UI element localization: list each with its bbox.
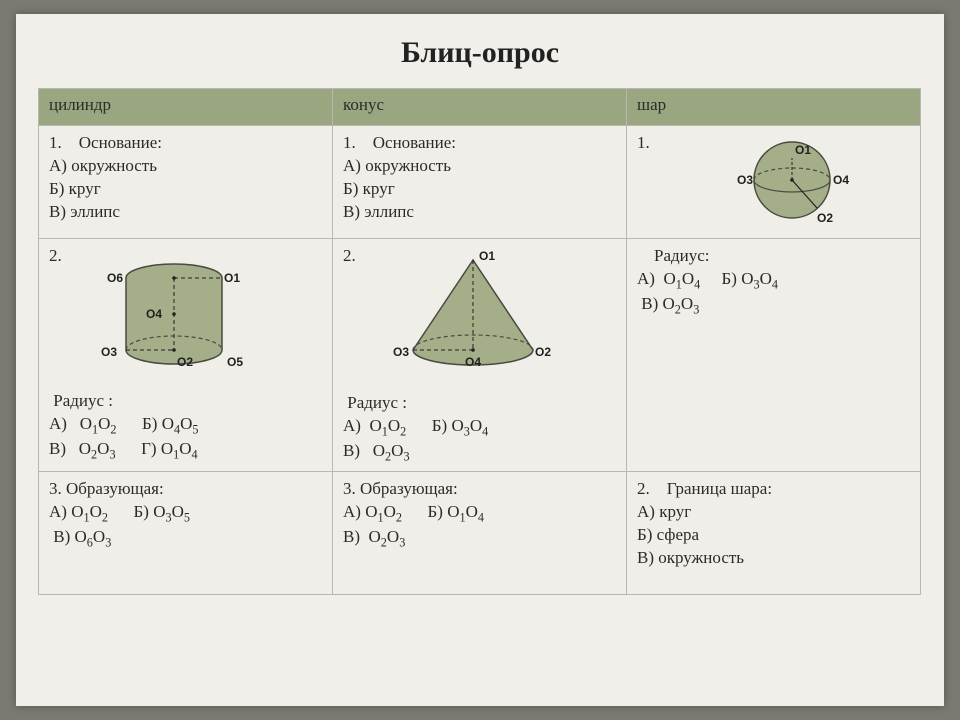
label-o6: О6 xyxy=(107,270,123,286)
cell-r2-c2: 2. О1 О3 О4 О2 xyxy=(333,239,627,472)
header-sphere: шар xyxy=(627,89,921,126)
label-o4: О4 xyxy=(833,172,849,188)
label-o4: О4 xyxy=(146,306,162,322)
question: Граница шара: xyxy=(667,479,772,498)
header-cone: конус xyxy=(333,89,627,126)
option-label: В) xyxy=(343,527,360,546)
option-label: А) xyxy=(343,502,361,521)
option: В) эллипс xyxy=(49,202,120,221)
option-label: Б) xyxy=(142,414,157,433)
label-o1: О1 xyxy=(224,270,240,286)
option: А) окружность xyxy=(49,156,157,175)
option-label: Б) xyxy=(134,502,149,521)
cone-diagram: О1 О3 О4 О2 xyxy=(373,246,573,376)
q-number: 2. xyxy=(343,246,356,265)
label-o1: О1 xyxy=(479,248,495,264)
option-label: В) xyxy=(53,527,70,546)
label-o2: О2 xyxy=(177,354,193,370)
question: Радиус : xyxy=(347,393,407,412)
option-label: В) xyxy=(641,294,658,313)
question: Радиус: xyxy=(654,246,710,265)
cylinder-diagram: О6 О1 О4 О3 О2 О5 xyxy=(79,250,279,380)
option-value: О1О2 xyxy=(369,416,406,435)
sphere-diagram: О1 О3 О4 О2 xyxy=(727,130,857,230)
cell-r2-c1: 2. xyxy=(39,239,333,472)
question: Основание: xyxy=(79,133,162,152)
cell-r1-c1: 1. Основание: А) окружность Б) круг В) э… xyxy=(39,126,333,239)
option-label: А) xyxy=(343,416,361,435)
label-o4: О4 xyxy=(465,354,481,370)
option-value: О4О5 xyxy=(162,414,199,433)
page: Блиц-опрос цилиндр конус шар 1. Основани… xyxy=(16,14,944,706)
option: Б) круг xyxy=(343,179,395,198)
label-o2: О2 xyxy=(535,344,551,360)
table-row: 1. Основание: А) окружность Б) круг В) э… xyxy=(39,126,921,239)
header-cylinder: цилиндр xyxy=(39,89,333,126)
option: Б) сфера xyxy=(637,525,699,544)
label-o5: О5 xyxy=(227,354,243,370)
table-header-row: цилиндр конус шар xyxy=(39,89,921,126)
q-number: 2. xyxy=(637,479,650,498)
page-title: Блиц-опрос xyxy=(16,14,944,88)
label-o3: О3 xyxy=(393,344,409,360)
cell-r1-c3: 1. О1 О3 О4 xyxy=(627,126,921,239)
option-label: Г) xyxy=(141,439,157,458)
option: В) окружность xyxy=(637,548,744,567)
option-label: В) xyxy=(49,439,66,458)
question: Образующая: xyxy=(66,479,164,498)
q-number: 3. xyxy=(343,479,356,498)
option-value: О1О4 xyxy=(663,269,700,288)
option-value: О1О2 xyxy=(80,414,117,433)
option-value: О3О5 xyxy=(153,502,190,521)
option-label: Б) xyxy=(428,502,443,521)
option-value: О3О4 xyxy=(741,269,778,288)
quiz-table: цилиндр конус шар 1. Основание: А) окруж… xyxy=(38,88,921,595)
cell-r2-c3: Радиус: А) О1О4 Б) О3О4 В) О2О3 xyxy=(627,239,921,472)
table-row: 2. xyxy=(39,239,921,472)
label-o2: О2 xyxy=(817,210,833,226)
option-value: О3О4 xyxy=(451,416,488,435)
option-value: О1О2 xyxy=(365,502,402,521)
option-label: А) xyxy=(49,502,67,521)
label-o3: О3 xyxy=(101,344,117,360)
label-o3: О3 xyxy=(737,172,753,188)
option-value: О2О3 xyxy=(663,294,700,313)
option: Б) круг xyxy=(49,179,101,198)
question: Основание: xyxy=(373,133,456,152)
option-value: О6О3 xyxy=(75,527,112,546)
question: Радиус : xyxy=(53,391,113,410)
question: Образующая: xyxy=(360,479,458,498)
option-value: О1О4 xyxy=(447,502,484,521)
q-number: 3. xyxy=(49,479,62,498)
q-number: 2. xyxy=(49,246,62,265)
table-row: 3. Образующая: А) О1О2 Б) О3О5 В) О6О3 3… xyxy=(39,471,921,594)
option-value: О2О3 xyxy=(79,439,116,458)
option: В) эллипс xyxy=(343,202,414,221)
option-label: А) xyxy=(49,414,67,433)
cell-r1-c2: 1. Основание: А) окружность Б) круг В) э… xyxy=(333,126,627,239)
option-label: Б) xyxy=(722,269,737,288)
cell-r3-c2: 3. Образующая: А) О1О2 Б) О1О4 В) О2О3 xyxy=(333,471,627,594)
cell-r3-c1: 3. Образующая: А) О1О2 Б) О3О5 В) О6О3 xyxy=(39,471,333,594)
cell-r3-c3: 2. Граница шара: А) круг Б) сфера В) окр… xyxy=(627,471,921,594)
q-number: 1. xyxy=(49,133,62,152)
option-label: В) xyxy=(343,441,360,460)
option: А) окружность xyxy=(343,156,451,175)
option-value: О2О3 xyxy=(373,441,410,460)
option: А) круг xyxy=(637,502,691,521)
option-value: О1О2 xyxy=(71,502,108,521)
option-label: Б) xyxy=(432,416,447,435)
option-value: О2О3 xyxy=(369,527,406,546)
option-label: А) xyxy=(637,269,655,288)
label-o1: О1 xyxy=(795,142,811,158)
option-value: О1О4 xyxy=(161,439,198,458)
q-number: 1. xyxy=(637,133,650,152)
q-number: 1. xyxy=(343,133,356,152)
